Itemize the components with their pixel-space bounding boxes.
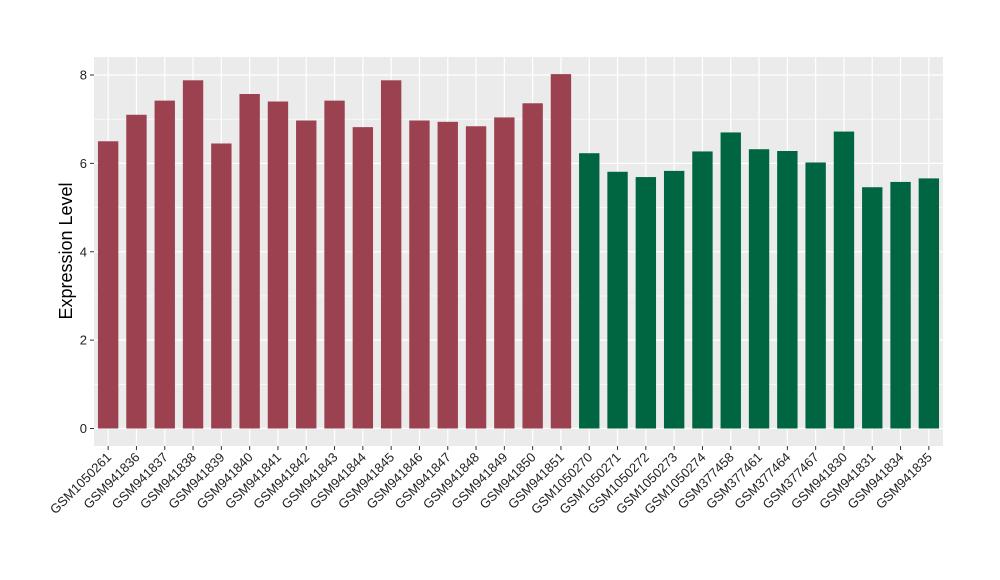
- x-axis: GSM1050261GSM941836GSM941837GSM941838GSM…: [47, 446, 935, 517]
- y-tick-label: 4: [80, 244, 87, 259]
- bar: [154, 100, 175, 429]
- bar: [607, 171, 628, 429]
- y-tick-label: 0: [80, 421, 87, 436]
- bar: [918, 178, 940, 429]
- bar: [890, 181, 911, 429]
- y-tick-label: 6: [80, 156, 87, 171]
- bar: [352, 127, 374, 429]
- bar: [805, 162, 826, 429]
- bar: [465, 126, 487, 429]
- bar: [267, 101, 289, 429]
- y-axis-title: Expression Level: [56, 182, 76, 319]
- bar: [239, 94, 260, 429]
- y-tick-label: 8: [80, 68, 87, 83]
- bar: [777, 151, 798, 429]
- bar: [833, 131, 855, 429]
- bar: [862, 187, 883, 429]
- bar: [97, 141, 119, 429]
- bar: [579, 153, 600, 429]
- bar: [550, 74, 572, 429]
- bar: [522, 103, 543, 429]
- bars: [97, 74, 940, 429]
- bar: [126, 114, 147, 429]
- bar: [494, 117, 515, 429]
- bar: [296, 120, 317, 429]
- bar: [409, 120, 430, 429]
- bar: [663, 170, 685, 429]
- bar: [692, 151, 713, 429]
- y-tick-label: 2: [80, 333, 87, 348]
- y-axis: 0 2 4 6 8: [80, 68, 94, 436]
- bar: [748, 149, 770, 429]
- bar: [324, 100, 345, 429]
- bar: [182, 80, 204, 429]
- bar: [437, 121, 458, 429]
- bar: [635, 177, 657, 429]
- bar: [211, 143, 232, 429]
- bar: [380, 80, 402, 429]
- bar: [720, 132, 741, 429]
